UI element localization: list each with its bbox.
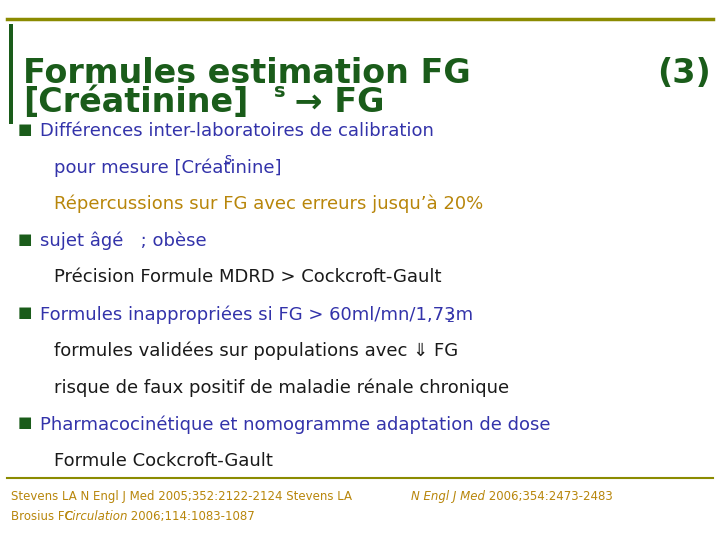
Text: ■: ■ xyxy=(18,305,32,320)
Text: pour mesure [Créatinine]: pour mesure [Créatinine] xyxy=(54,158,282,177)
Text: Brosius FC: Brosius FC xyxy=(11,510,76,523)
Text: → FG: → FG xyxy=(283,86,384,119)
Text: ■: ■ xyxy=(18,415,32,430)
Text: 2006;354:2473-2483: 2006;354:2473-2483 xyxy=(485,490,613,503)
Text: Circulation: Circulation xyxy=(65,510,128,523)
Text: ■: ■ xyxy=(18,232,32,247)
Text: Pharmacocinétique et nomogramme adaptation de dose: Pharmacocinétique et nomogramme adaptati… xyxy=(40,415,550,434)
Text: Précision Formule MDRD > Cockcroft-Gault: Précision Formule MDRD > Cockcroft-Gault xyxy=(54,268,441,286)
Text: risque de faux positif de maladie rénale chronique: risque de faux positif de maladie rénale… xyxy=(54,379,509,397)
Text: N Engl J Med: N Engl J Med xyxy=(411,490,485,503)
Text: formules validées sur populations avec ⇓ FG: formules validées sur populations avec ⇓… xyxy=(54,342,458,360)
Text: [Créatinine]: [Créatinine] xyxy=(23,86,248,119)
Text: s: s xyxy=(274,82,286,101)
Text: Stevens LA N Engl J Med 2005;352:2122-2124 Stevens LA: Stevens LA N Engl J Med 2005;352:2122-21… xyxy=(11,490,356,503)
Text: 2: 2 xyxy=(446,312,454,325)
Text: Différences inter-laboratoires de calibration: Différences inter-laboratoires de calibr… xyxy=(40,122,433,139)
Text: Formules inappropriées si FG > 60ml/mn/1,73m: Formules inappropriées si FG > 60ml/mn/1… xyxy=(40,305,473,323)
Text: sujet âgé   ; obèse: sujet âgé ; obèse xyxy=(40,232,206,250)
Text: (3): (3) xyxy=(657,57,711,90)
Text: 2006;114:1083-1087: 2006;114:1083-1087 xyxy=(127,510,254,523)
Text: ■: ■ xyxy=(18,122,32,137)
Text: s: s xyxy=(224,152,231,166)
Text: Répercussions sur FG avec erreurs jusqu’à 20%: Répercussions sur FG avec erreurs jusqu’… xyxy=(54,195,483,213)
Bar xyxy=(9,24,13,124)
Text: Formules estimation FG: Formules estimation FG xyxy=(23,57,471,90)
Text: Formule Cockcroft-Gault: Formule Cockcroft-Gault xyxy=(54,452,273,470)
